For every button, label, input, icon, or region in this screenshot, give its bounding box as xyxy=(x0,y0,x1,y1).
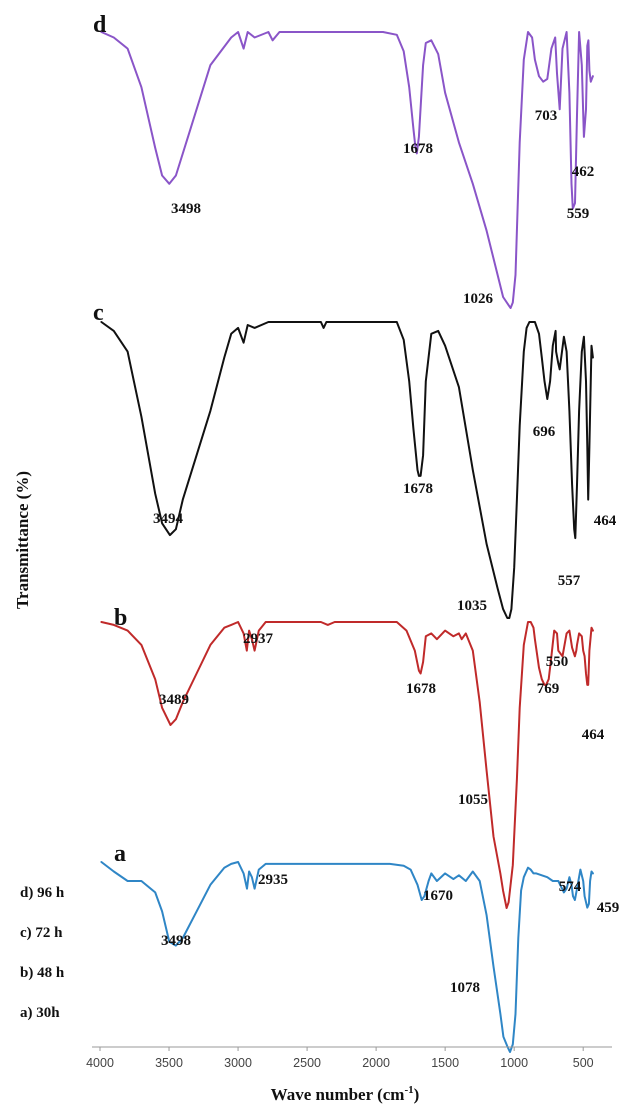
legend-entry: d) 96 h xyxy=(20,885,65,901)
x-axis-title-close: ) xyxy=(414,1085,420,1104)
peak-label-b-2937: 2937 xyxy=(243,631,274,647)
series-c-line xyxy=(101,322,593,618)
x-axis-title-main: Wave number (cm xyxy=(271,1085,405,1104)
peak-label-c-3494: 3494 xyxy=(153,511,184,527)
series-a-line xyxy=(101,862,593,1052)
peak-labels: 1678 703 3498 462 559 1026 696 1678 464 3494 557 10… xyxy=(153,108,619,996)
series-letters: d c b a xyxy=(93,12,127,867)
peak-label-d-703: 703 xyxy=(535,108,558,124)
series-d-letter: d xyxy=(93,12,107,38)
peak-label-a-3498: 3498 xyxy=(161,933,191,949)
peak-label-d-462: 462 xyxy=(572,164,595,180)
peak-label-b-769: 769 xyxy=(537,681,560,697)
peak-label-c-1678: 1678 xyxy=(403,481,433,497)
peak-label-c-1035: 1035 xyxy=(457,598,487,614)
peak-label-d-559: 559 xyxy=(567,206,590,222)
peak-label-c-557: 557 xyxy=(558,573,581,589)
series-a-letter: a xyxy=(114,841,126,867)
peak-label-b-464: 464 xyxy=(582,727,605,743)
peak-label-a-1078: 1078 xyxy=(450,980,480,996)
peak-label-b-550: 550 xyxy=(546,654,569,670)
series-b-letter: b xyxy=(114,605,127,631)
peak-label-d-3498: 3498 xyxy=(171,201,201,217)
series-d-line xyxy=(101,32,593,308)
x-axis: 4000 3500 3000 2500 2000 1500 1000 500 xyxy=(86,1047,612,1070)
peak-label-a-2935: 2935 xyxy=(258,872,288,888)
peak-label-d-1678: 1678 xyxy=(403,141,433,157)
x-tick-labels: 4000 3500 3000 2500 2000 1500 1000 500 xyxy=(86,1047,594,1070)
peak-label-a-1670: 1670 xyxy=(423,888,453,904)
x-tick-label: 4000 xyxy=(86,1056,114,1070)
x-tick-label: 2000 xyxy=(362,1056,390,1070)
peak-label-c-696: 696 xyxy=(533,424,556,440)
peak-label-b-3489: 3489 xyxy=(159,692,189,708)
peak-label-d-1026: 1026 xyxy=(463,291,494,307)
x-tick-label: 3500 xyxy=(155,1056,183,1070)
x-tick-label: 2500 xyxy=(293,1056,321,1070)
spectra-curves xyxy=(101,32,593,1052)
x-tick-label: 1000 xyxy=(500,1056,528,1070)
x-tick-label: 500 xyxy=(573,1056,594,1070)
x-tick-label: 1500 xyxy=(431,1056,459,1070)
series-c-letter: c xyxy=(93,300,104,326)
x-axis-title: Wave number (cm-1) xyxy=(271,1084,420,1104)
x-tick-label: 3000 xyxy=(224,1056,252,1070)
series-b-line xyxy=(101,622,593,908)
legend-entry: a) 30h xyxy=(20,1005,60,1021)
legend-entry: b) 48 h xyxy=(20,965,65,981)
peak-label-b-1055: 1055 xyxy=(458,792,488,808)
legend-entry: c) 72 h xyxy=(20,925,63,941)
x-axis-title-sup: -1 xyxy=(404,1084,413,1096)
peak-label-b-1678: 1678 xyxy=(406,681,436,697)
y-axis-title: Transmittance (%) xyxy=(13,471,32,609)
legend: d) 96 h c) 72 h b) 48 h a) 30h xyxy=(20,885,65,1021)
peak-label-a-574: 574 xyxy=(559,879,582,895)
peak-label-a-459: 459 xyxy=(597,900,620,916)
peak-label-c-464: 464 xyxy=(594,513,617,529)
